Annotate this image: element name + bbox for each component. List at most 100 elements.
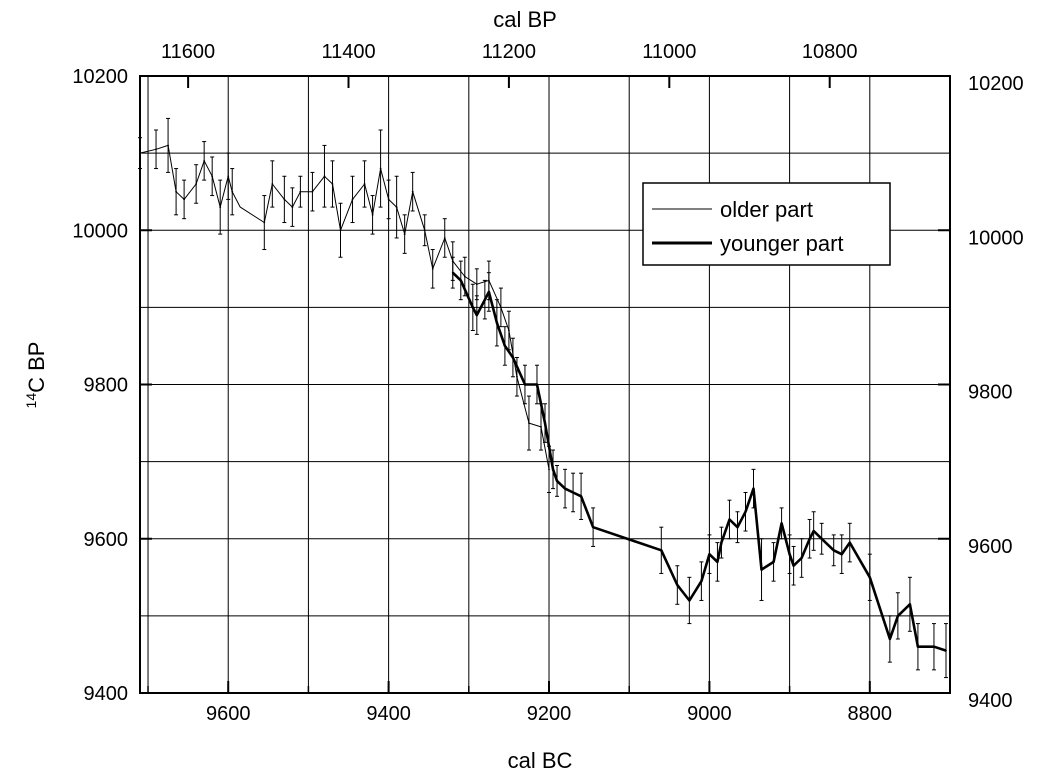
- data-point-younger: [744, 510, 747, 513]
- data-point-older: [371, 213, 374, 216]
- data-point-older: [379, 167, 382, 170]
- data-point-younger: [471, 306, 474, 309]
- y2-tick-label: 9600: [968, 536, 1013, 558]
- data-point-younger: [688, 599, 691, 602]
- data-point-younger: [564, 487, 566, 490]
- data-point-younger: [483, 298, 486, 301]
- data-point-older: [363, 183, 366, 185]
- y2-tick-label: 9800: [968, 382, 1013, 404]
- data-point-younger: [524, 383, 526, 386]
- data-point-older: [167, 144, 169, 147]
- x-tick-label: 8800: [848, 703, 893, 725]
- data-point-younger: [909, 603, 911, 606]
- data-point-older: [283, 198, 286, 201]
- data-point-older: [139, 152, 141, 155]
- data-point-younger: [580, 495, 582, 498]
- data-point-older: [423, 229, 426, 232]
- data-point-younger: [800, 557, 803, 559]
- y2-tick-label: 10000: [968, 227, 1024, 249]
- data-point-younger: [820, 537, 823, 540]
- data-point-younger: [752, 487, 755, 490]
- y2-tick-label: 9400: [968, 690, 1013, 712]
- data-point-older: [431, 267, 434, 270]
- data-point-younger: [728, 518, 731, 521]
- data-point-younger: [792, 564, 795, 567]
- data-point-younger: [716, 560, 719, 563]
- y-tick-label: 10000: [72, 220, 128, 242]
- data-point-older: [227, 175, 230, 178]
- data-point-younger: [760, 568, 763, 571]
- data-point-younger: [917, 645, 919, 648]
- data-point-older: [271, 183, 274, 185]
- data-point-younger: [812, 530, 815, 532]
- data-point-younger: [896, 614, 899, 617]
- data-point-younger: [487, 291, 490, 293]
- ticks: 9600 9400 9200 9000 8800 11600 11400 11200 11000…: [72, 41, 1023, 725]
- y-axis-title: 14C BP: [23, 342, 49, 409]
- y-axis-title-main: C BP: [24, 342, 49, 393]
- data-point-older: [311, 190, 314, 193]
- series-line-older: [139, 144, 550, 470]
- x-tick-label: 9600: [206, 703, 251, 725]
- data-point-younger: [495, 321, 498, 324]
- data-point-older: [291, 206, 294, 209]
- legend-label-younger: younger part: [720, 231, 844, 256]
- series-line-younger: [451, 271, 947, 652]
- y-tick-label: 10200: [72, 66, 128, 88]
- data-point-younger: [780, 522, 783, 525]
- data-point-older: [339, 229, 342, 232]
- data-point-older: [528, 422, 530, 424]
- data-point-older: [540, 426, 542, 428]
- data-point-older: [475, 283, 478, 286]
- data-point-younger: [459, 279, 462, 282]
- data-point-older: [323, 175, 326, 178]
- data-point-younger: [945, 649, 947, 652]
- data-point-older: [516, 375, 518, 378]
- data-point-older: [351, 198, 354, 201]
- x2-tick-label: 10800: [802, 41, 858, 63]
- data-point-older: [499, 306, 502, 309]
- data-point-younger: [840, 553, 843, 556]
- data-point-older: [395, 206, 398, 209]
- data-point-older: [403, 233, 406, 236]
- legend-label-older: older part: [720, 197, 813, 222]
- data-point-younger: [592, 526, 595, 529]
- data-point-younger: [888, 638, 891, 640]
- data-point-younger: [868, 576, 871, 579]
- data-point-younger: [832, 549, 835, 552]
- data-point-older: [387, 198, 390, 201]
- data-point-younger: [848, 541, 851, 544]
- data-point-older: [219, 206, 222, 209]
- data-point-older: [463, 275, 466, 278]
- data-point-younger: [788, 553, 791, 556]
- series-layer: [138, 117, 948, 679]
- x-axis-title: cal BC: [508, 748, 573, 773]
- data-point-older: [231, 190, 234, 193]
- data-point-younger: [475, 314, 478, 316]
- data-point-older: [211, 175, 214, 178]
- data-point-younger: [512, 356, 514, 359]
- y-tick-label: 9600: [84, 529, 129, 551]
- x2-tick-label: 11000: [642, 41, 696, 63]
- x2-axis-title: cal BP: [493, 7, 557, 32]
- data-point-younger: [736, 526, 739, 529]
- data-point-younger: [933, 645, 935, 648]
- data-point-older: [183, 198, 186, 201]
- data-point-younger: [700, 580, 703, 583]
- data-point-older: [299, 190, 302, 193]
- data-point-younger: [451, 271, 454, 274]
- data-point-older: [508, 329, 510, 332]
- x2-tick-label: 11600: [161, 41, 215, 63]
- data-point-younger: [536, 383, 538, 386]
- data-point-younger: [660, 549, 663, 552]
- x-tick-label: 9400: [366, 703, 411, 725]
- data-point-older: [203, 159, 206, 162]
- legend: older part younger part: [642, 182, 891, 266]
- data-point-older: [331, 183, 334, 185]
- y-tick-label: 9400: [84, 683, 129, 705]
- data-point-younger: [772, 560, 775, 563]
- data-point-older: [155, 148, 157, 151]
- data-point-younger: [708, 553, 711, 556]
- x2-tick-label: 11200: [482, 41, 536, 63]
